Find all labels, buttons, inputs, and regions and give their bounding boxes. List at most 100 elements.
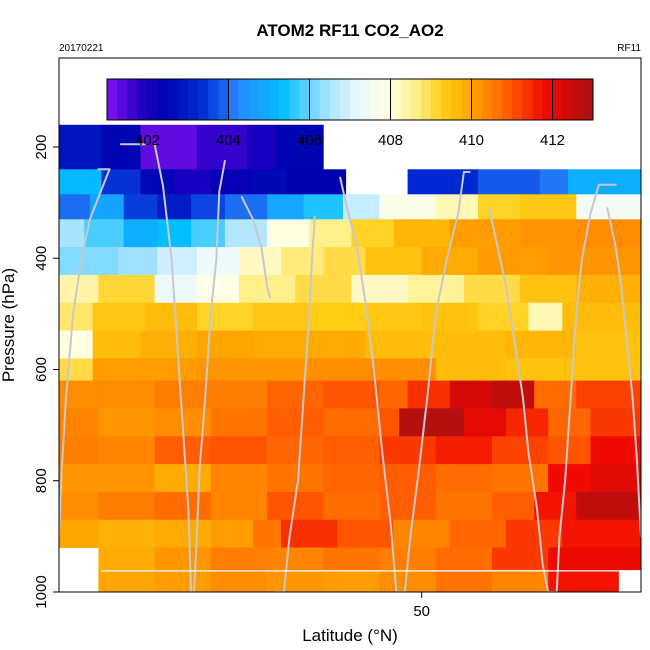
colorbar-swatch-30 [410,79,422,120]
heatmap-cell-5-1 [98,274,155,304]
heatmap-cell-1-3 [174,169,212,195]
heatmap-cell-8-8 [506,358,577,381]
heatmap-cell-8-0 [59,358,94,381]
colorbar-swatch-17 [279,79,290,120]
heatmap-cell-9-1 [98,380,155,409]
colorbar-swatch-38 [491,79,503,120]
heatmap-cell-10-1 [98,408,155,437]
colorbar-swatch-7 [177,79,189,120]
heatmap-cell-13-2 [154,491,212,521]
heatmap-cell-7-5 [309,330,366,359]
heatmap-cell-5-5 [295,274,352,304]
plot-frame [58,57,642,593]
heatmap-cell-10-7 [399,408,465,437]
heatmap-cell-1-10 [567,169,641,195]
colorbar-swatch-35 [461,79,472,120]
colorbar-swatch-15 [258,79,270,120]
heatmap-cell-0-2 [140,124,198,170]
flight-track-segment-9 [555,183,617,592]
heatmap-cell-2-12 [520,194,577,220]
heatmap-cell-12-5 [323,464,380,493]
flight-track-segment-2 [153,143,193,592]
heatmap-cell-16-1 [154,569,212,592]
heatmap-cell-8-9 [576,358,641,381]
heatmap-cell-2-4 [191,194,226,220]
colorbar-tick-label-5: 412 [540,132,565,149]
heatmap-cell-12-1 [98,464,155,493]
heatmap-cell-16-0 [98,569,155,592]
heatmap-cell-6-6 [365,302,423,331]
heatmap-cell-7-7 [435,330,507,359]
heatmap-cell-16-4 [323,569,380,592]
heatmap-cell-10-5 [323,408,380,437]
heatmap-cell-8-7 [435,358,507,381]
heatmap-cell-16-3 [267,569,324,592]
heatmap-cell-7-3 [196,330,254,359]
heatmap-cell-10-11 [590,408,641,437]
heatmap-cell-6-9 [528,302,563,331]
colorbar-swatch-6 [167,79,179,120]
heatmap-cell-4-1 [78,247,119,276]
colorbar-swatch-19 [299,79,310,120]
heatmap-cell-9-8 [449,380,493,409]
heatmap-cell-8-3 [196,358,254,381]
heatmap-cell-13-8 [492,491,535,521]
flight-track-segment-8 [488,207,558,592]
heatmap-cell-12-9 [548,464,591,493]
colorbar-swatch-0 [107,79,118,120]
flight-track-segment-3 [193,159,226,592]
heatmap-cell-9-6 [379,380,408,409]
heatmap-cell-12-7 [435,464,493,493]
heatmap-cell-16-6 [435,569,493,592]
flight-label: RF11 [617,43,641,54]
heatmap-cell-6-5 [309,302,366,331]
colorbar: 402 404 406 408 410 412 [106,78,594,149]
heatmap-cell-3-10 [449,219,521,248]
heatmap-cell-5-9 [520,274,577,304]
heatmap-cell-6-8 [477,302,529,331]
colorbar-swatch-8 [188,79,199,120]
heatmap-cell-9-5 [323,380,380,409]
colorbar-swatch-39 [501,79,513,120]
y-axis-label: Pressure (hPa) [0,268,18,382]
heatmap-cell-14-7 [393,519,451,548]
heatmap-cell-2-11 [477,194,521,220]
heatmap-cell-15-1 [154,547,212,571]
heatmap-cell-7-2 [140,330,198,359]
heatmap-cell-11-1 [98,436,155,465]
colorbar-frame [106,78,594,121]
flight-track-segment-0 [59,168,111,538]
colorbar-swatch-28 [390,79,401,120]
heatmap-cell-6-10 [562,302,641,331]
heatmap-cell-2-9 [379,194,437,220]
colorbar-swatch-34 [451,79,462,120]
colorbar-swatch-29 [400,79,412,120]
heatmap-cell-13-5 [323,491,380,521]
heatmap-cell-8-2 [140,358,198,381]
heatmap-cell-1-6 [286,169,347,195]
colorbar-swatch-9 [198,79,209,120]
colorbar-swatch-4 [147,79,158,120]
colorbar-swatch-44 [552,79,563,120]
heatmap-cell-8-1 [92,358,141,381]
heatmap-cell-3-9 [393,219,451,248]
heatmap-cell-6-1 [92,302,147,331]
colorbar-swatch-14 [248,79,260,120]
heatmap-cell-5-2 [154,274,198,304]
heatmap-cell-5-6 [351,274,408,304]
heatmap-cell-14-2 [154,519,212,548]
heatmap-cell-14-0 [59,519,99,548]
heatmap-cell-6-2 [146,302,198,331]
heatmap-cell-14-10 [562,519,641,548]
heatmap-cell-16-8 [548,569,619,592]
heatmap-cell-5-7 [407,274,465,304]
colorbar-swatch-33 [441,79,452,120]
heatmap-cell-7-8 [506,330,577,359]
colorbar-swatch-1 [117,79,128,120]
heatmap-cell-12-3 [210,464,268,493]
heatmap-cell-12-8 [492,464,549,493]
heatmap-cell-11-10 [590,436,641,465]
heatmap-cell-2-7 [303,194,344,220]
heatmap-cell-4-9 [421,247,479,276]
